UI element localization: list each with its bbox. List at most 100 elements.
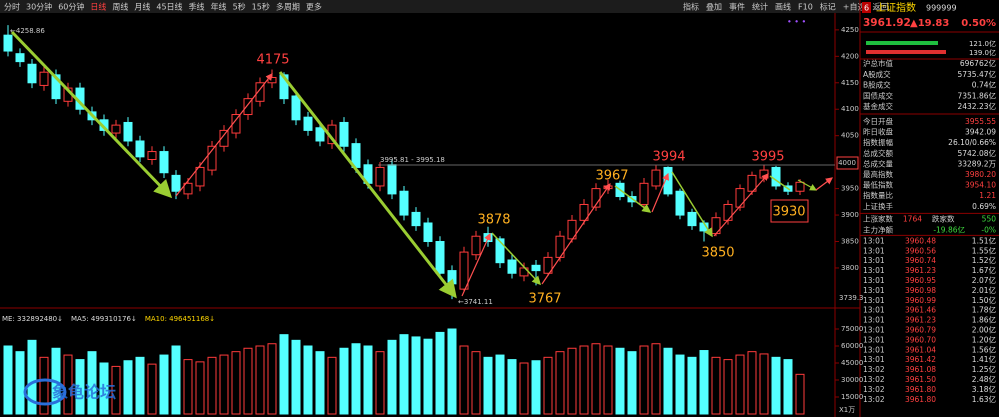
volume-bar xyxy=(531,360,541,415)
tick-time: 13:02 xyxy=(863,365,885,374)
row-label: 最低指数 xyxy=(863,180,893,190)
volume-bar xyxy=(687,356,697,415)
candle-body xyxy=(507,259,517,274)
toolbar-item[interactable]: 统计 xyxy=(752,2,768,12)
tick-volume: 2.07亿 xyxy=(972,275,997,285)
toolbar-item[interactable]: 季线 xyxy=(189,2,205,12)
net-label: 主力净额 xyxy=(863,224,893,234)
trend-arrows xyxy=(10,30,833,299)
toolbar-item[interactable]: 60分钟 xyxy=(58,2,84,12)
volume-bar xyxy=(147,363,157,415)
tick-price: 3960.79 xyxy=(905,326,936,335)
panel-code: 999999 xyxy=(926,4,957,13)
down-count: 550 xyxy=(982,214,997,223)
candle-body xyxy=(243,98,253,116)
ref-line-label: 3995.81 - 3995.18 xyxy=(380,156,445,164)
candle-body xyxy=(747,174,757,192)
panel-change-pct: 0.50% xyxy=(961,18,996,29)
volume-bar xyxy=(327,356,337,415)
up-count: 1764 xyxy=(903,214,922,223)
toolbar-item[interactable]: +自选 xyxy=(843,2,866,12)
volume-unit: X1万 xyxy=(839,406,855,414)
volume-bar xyxy=(231,351,241,415)
row-value: 26.10/0.66% xyxy=(948,138,996,147)
candle-body xyxy=(315,127,325,142)
toolbar-item[interactable]: 返回 xyxy=(872,3,888,12)
net-pct: -0% xyxy=(981,225,996,234)
tick-price: 3960.70 xyxy=(905,335,936,344)
number-box xyxy=(862,2,871,13)
arrow xyxy=(461,232,491,297)
toolbar-item[interactable]: 分时 xyxy=(4,2,20,12)
arrow xyxy=(614,185,652,213)
y-tick-label: 60000 xyxy=(841,342,863,350)
volume-bar xyxy=(363,345,373,415)
axis-box xyxy=(836,156,859,170)
toolbar-item[interactable]: 指标 xyxy=(683,2,699,12)
volume-bar xyxy=(459,345,469,415)
axis-box-label: 4000 xyxy=(838,159,856,167)
row-label: 国债成交 xyxy=(863,90,893,100)
arrow xyxy=(713,173,769,237)
tick-volume: 1.67亿 xyxy=(972,265,997,275)
toolbar-item[interactable]: 年线 xyxy=(211,2,227,12)
row-value: 696762亿 xyxy=(960,58,997,68)
annotation: 3930 xyxy=(772,205,805,220)
annotation: 3767 xyxy=(528,292,561,307)
candle-body xyxy=(39,71,49,86)
y-tick-label: 15000 xyxy=(841,393,863,401)
tick-price: 3961.04 xyxy=(905,345,936,354)
toolbar-item[interactable]: 45日线 xyxy=(156,2,182,12)
volume-bar xyxy=(279,334,289,415)
toolbar-item[interactable]: 15秒 xyxy=(252,2,270,12)
candle-body xyxy=(207,145,217,171)
candle-body xyxy=(303,116,313,131)
volume-bar xyxy=(87,351,97,415)
candle-body xyxy=(51,74,61,100)
y-tick-label: 3900 xyxy=(841,211,859,219)
tick-price: 3960.48 xyxy=(905,236,936,245)
toolbar-item[interactable]: 5秒 xyxy=(233,2,246,12)
volume-bar xyxy=(495,354,505,415)
y-tick-label: 3800 xyxy=(841,264,859,272)
volume-bar xyxy=(435,331,445,415)
candle-body xyxy=(639,182,649,205)
tick-time: 13:01 xyxy=(863,355,885,364)
toolbar-item[interactable]: 日线 xyxy=(90,2,106,12)
volume-bar xyxy=(267,343,277,415)
candle-body xyxy=(291,95,301,121)
volume-bar xyxy=(339,347,349,415)
toolbar-item[interactable]: 周线 xyxy=(112,2,128,12)
candle-body xyxy=(675,190,685,216)
volume-bar xyxy=(195,361,205,415)
tick-price: 3960.98 xyxy=(905,286,936,295)
volume-bar xyxy=(315,351,325,415)
toolbar-item[interactable]: F10 xyxy=(798,3,813,12)
toolbar-item[interactable]: 叠加 xyxy=(706,2,722,12)
candle-body xyxy=(543,256,553,274)
toolbar-item[interactable]: 标记 xyxy=(820,2,836,12)
volume-bar xyxy=(639,345,649,415)
candle-body xyxy=(651,169,661,187)
toolbar-item[interactable]: 月线 xyxy=(134,2,150,12)
row-value: 0.74亿 xyxy=(972,80,997,90)
tick-price: 3960.56 xyxy=(905,246,936,255)
toolbar-item[interactable]: 画线 xyxy=(775,2,791,12)
y-tick-label: 4100 xyxy=(841,105,859,113)
arrow xyxy=(651,172,669,213)
row-value: 5735.47亿 xyxy=(957,69,996,79)
toolbar-item[interactable]: 30分钟 xyxy=(26,2,52,12)
volume-bar xyxy=(63,354,73,415)
toolbar-item[interactable]: 多周期 xyxy=(276,2,300,12)
volume-bar xyxy=(375,351,385,415)
toolbar-item[interactable]: 事件 xyxy=(729,2,745,12)
panel-number: 6 xyxy=(864,4,869,13)
flow-in: 121.0亿 xyxy=(969,39,996,48)
y-tick-label: 4050 xyxy=(841,132,859,140)
volume-bar xyxy=(411,336,421,415)
row-value: 3980.20 xyxy=(965,170,996,179)
row-value: 2432.23亿 xyxy=(957,101,996,111)
toolbar-item[interactable]: 更多 xyxy=(306,2,322,12)
volume-legend-item: MA10: 496451168↓ xyxy=(145,315,215,323)
